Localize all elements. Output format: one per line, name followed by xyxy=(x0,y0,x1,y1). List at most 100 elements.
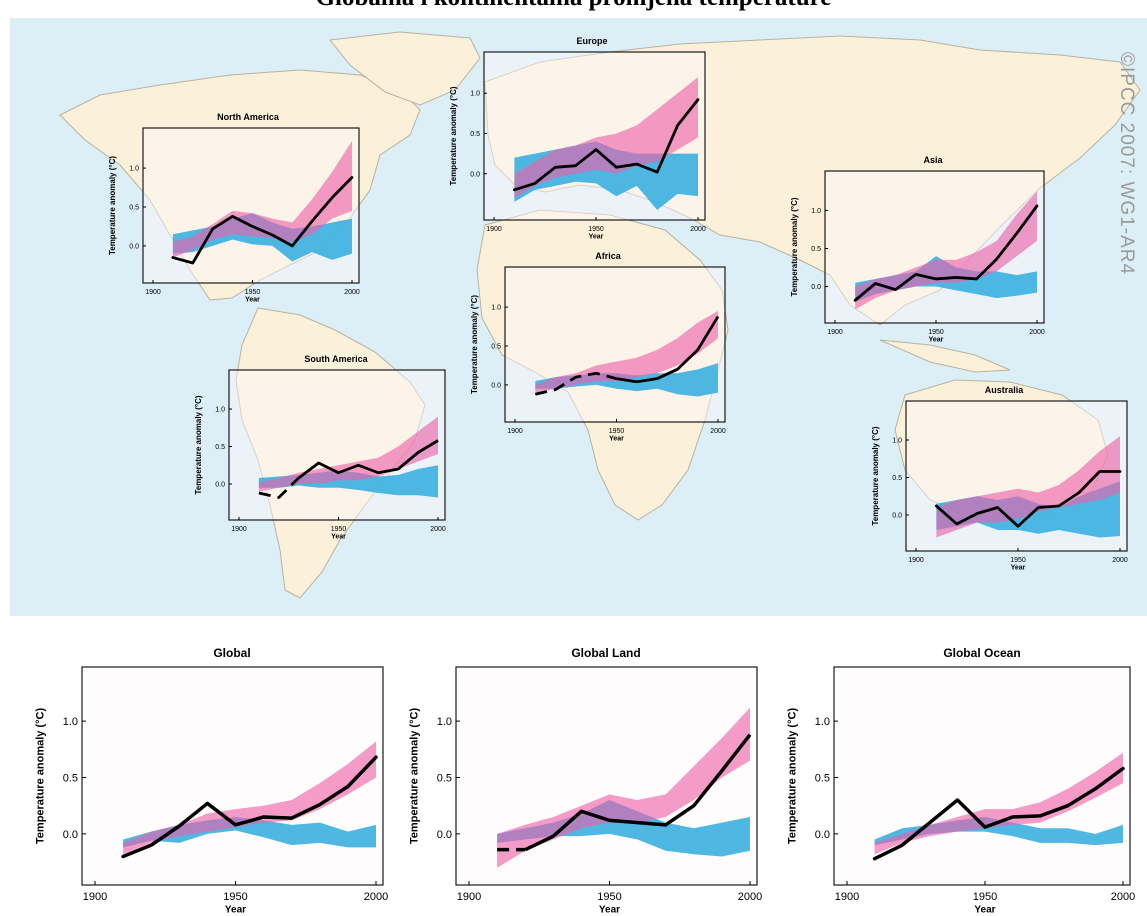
y-tick-label: 1.0 xyxy=(129,166,139,173)
panel-title: Europe xyxy=(576,36,607,46)
natural-forcing-band xyxy=(258,465,438,498)
panel-global: 0.0 0.5 1.0 1900 1950 2000 Year Temperature ano… xyxy=(35,646,389,915)
y-axis-label: Temperature anomaly (°C) xyxy=(787,708,799,845)
y-tick-label: 1.0 xyxy=(892,438,902,445)
y-tick-label: 0.0 xyxy=(491,382,501,389)
y-tick-label: 0.0 xyxy=(215,482,225,489)
y-tick-label: 1.0 xyxy=(811,208,821,215)
x-tick-label: 1950 xyxy=(609,428,625,435)
observed-line xyxy=(524,733,752,852)
y-tick-label: 0.5 xyxy=(815,772,830,784)
observed-line xyxy=(121,755,378,859)
panel-title: Asia xyxy=(923,155,943,165)
y-axis-label: Temperature anomaly (°C) xyxy=(470,295,479,394)
x-axis-label: Year xyxy=(929,337,944,344)
y-tick-label: 0.5 xyxy=(129,205,139,212)
x-axis-label: Year xyxy=(974,904,995,915)
x-tick-label: 2000 xyxy=(738,891,762,903)
y-axis-label: Temperature anomaly (°C) xyxy=(790,197,799,296)
x-tick-label: 2000 xyxy=(710,428,726,435)
y-axis-label: Temperature anomaly (°C) xyxy=(449,86,458,185)
y-tick-label: 0.0 xyxy=(470,171,480,178)
y-tick-label: 0.5 xyxy=(215,444,225,451)
y-tick-label: 0.5 xyxy=(892,475,902,482)
panel-title: Australia xyxy=(985,385,1025,395)
x-axis-label: Year xyxy=(225,904,246,915)
observed-line xyxy=(935,470,1122,528)
panel-title: Africa xyxy=(595,251,622,261)
x-tick-label: 1900 xyxy=(83,891,107,903)
observed-line xyxy=(616,315,720,384)
panel-asia: 0.0 0.5 1.0 1900 1950 2000 Year Temperature ano… xyxy=(790,155,1045,344)
y-tick-label: 0.0 xyxy=(63,829,78,841)
panel-south-america: 0.0 0.5 1.0 1900 1950 2000 Year Temperature ano… xyxy=(194,354,446,541)
x-axis-label: Year xyxy=(331,534,346,541)
x-tick-label: 1950 xyxy=(928,329,944,336)
panel-europe: 0.0 0.5 1.0 1900 1950 2000 Year Temperature ano… xyxy=(449,36,706,241)
y-axis-label: Temperature anomaly (°C) xyxy=(871,426,880,525)
y-axis-label: Temperature anomaly (°C) xyxy=(409,708,421,845)
x-tick-label: 1950 xyxy=(588,226,604,233)
y-axis-label: Temperature anomaly (°C) xyxy=(194,395,203,494)
combined-forcing-band xyxy=(535,311,718,393)
y-tick-label: 0.0 xyxy=(892,513,902,520)
combined-forcing-band xyxy=(123,741,376,855)
land-south-america xyxy=(235,307,426,599)
x-axis-label: Year xyxy=(599,904,620,915)
combined-forcing-band xyxy=(874,752,1123,855)
y-axis-label: Temperature anomaly (°C) xyxy=(35,708,47,845)
y-tick-label: 1.0 xyxy=(63,716,78,728)
panel-title: North America xyxy=(217,112,280,122)
x-tick-label: 2000 xyxy=(364,891,388,903)
x-axis-label: Year xyxy=(589,234,604,241)
x-axis-label: Year xyxy=(245,297,260,304)
y-tick-label: 0.0 xyxy=(129,243,139,250)
x-tick-label: 1900 xyxy=(908,557,924,564)
combined-forcing-band xyxy=(855,191,1037,310)
natural-forcing-band xyxy=(497,800,750,857)
observed-line xyxy=(171,176,354,265)
y-tick-label: 0.5 xyxy=(470,131,480,138)
y-tick-label: 0.0 xyxy=(811,284,821,291)
x-tick-label: 1900 xyxy=(827,329,843,336)
x-tick-label: 2000 xyxy=(1112,557,1128,564)
panel-north-america: 0.0 0.5 1.0 1900 1950 2000 Year Temperature ano… xyxy=(108,112,360,304)
x-tick-label: 2000 xyxy=(1029,329,1045,336)
x-tick-label: 2000 xyxy=(690,226,706,233)
y-tick-label: 0.5 xyxy=(437,772,452,784)
x-tick-label: 1950 xyxy=(223,891,247,903)
x-tick-label: 1950 xyxy=(597,891,621,903)
panel-title: Global Ocean xyxy=(943,646,1020,660)
panel-title: Global Land xyxy=(571,646,640,660)
x-tick-label: 1900 xyxy=(457,891,481,903)
y-tick-label: 1.0 xyxy=(491,305,501,312)
y-tick-label: 1.0 xyxy=(437,716,452,728)
x-axis-label: Year xyxy=(1011,565,1026,572)
x-tick-label: 1900 xyxy=(835,891,859,903)
x-tick-label: 1900 xyxy=(231,526,247,533)
y-tick-label: 1.0 xyxy=(470,91,480,98)
observed-line xyxy=(297,439,439,480)
x-tick-label: 1950 xyxy=(973,891,997,903)
y-tick-label: 1.0 xyxy=(815,716,830,728)
observed-line-dashed xyxy=(534,371,617,396)
y-tick-label: 0.5 xyxy=(491,344,501,351)
observed-line xyxy=(853,204,1039,302)
y-tick-label: 1.0 xyxy=(215,407,225,414)
x-tick-label: 2000 xyxy=(430,526,446,533)
panel-africa: 0.0 0.5 1.0 1900 1950 2000 Year Temperature ano… xyxy=(470,251,726,443)
y-tick-label: 0.0 xyxy=(815,829,830,841)
observed-line xyxy=(872,766,1125,861)
x-tick-label: 2000 xyxy=(1111,891,1135,903)
y-tick-label: 0.5 xyxy=(811,246,821,253)
y-axis-label: Temperature anomaly (°C) xyxy=(108,156,117,255)
x-tick-label: 1900 xyxy=(145,289,161,296)
panel-title: Global xyxy=(213,646,250,660)
land-eurasia xyxy=(484,35,1141,326)
panel-title: South America xyxy=(304,354,368,364)
land-greenland xyxy=(329,31,481,106)
x-tick-label: 1950 xyxy=(1010,557,1026,564)
x-axis-label: Year xyxy=(609,436,624,443)
panel-australia: 0.0 0.5 1.0 1900 1950 2000 Year Temperature ano… xyxy=(871,385,1128,572)
